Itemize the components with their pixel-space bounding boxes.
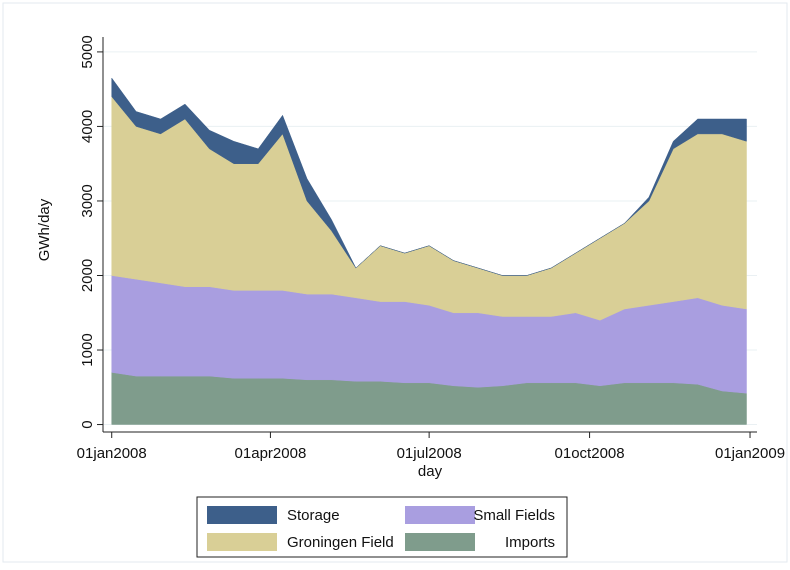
y-tick-label: 1000	[79, 333, 96, 366]
legend-label: Storage	[287, 507, 340, 524]
x-tick-label: 01apr2008	[235, 445, 307, 462]
x-axis-label: day	[418, 463, 443, 480]
y-tick-label: 2000	[79, 259, 96, 292]
legend-swatch	[405, 506, 475, 524]
y-tick-label: 3000	[79, 184, 96, 217]
y-tick-label: 5000	[79, 35, 96, 68]
legend-swatch	[207, 506, 277, 524]
legend-label: Groningen Field	[287, 534, 394, 551]
x-tick-label: 01jul2008	[397, 445, 462, 462]
x-tick-label: 01oct2008	[555, 445, 625, 462]
y-tick-label: 0	[79, 420, 96, 428]
legend-label: Imports	[505, 534, 555, 551]
legend-swatch	[405, 533, 475, 551]
x-tick-label: 01jan2009	[715, 445, 785, 462]
legend-swatch	[207, 533, 277, 551]
x-tick-label: 01jan2008	[77, 445, 147, 462]
legend-label: Small Fields	[473, 507, 555, 524]
y-axis-label: GWh/day	[36, 198, 53, 261]
y-tick-label: 4000	[79, 110, 96, 143]
area	[111, 77, 747, 276]
